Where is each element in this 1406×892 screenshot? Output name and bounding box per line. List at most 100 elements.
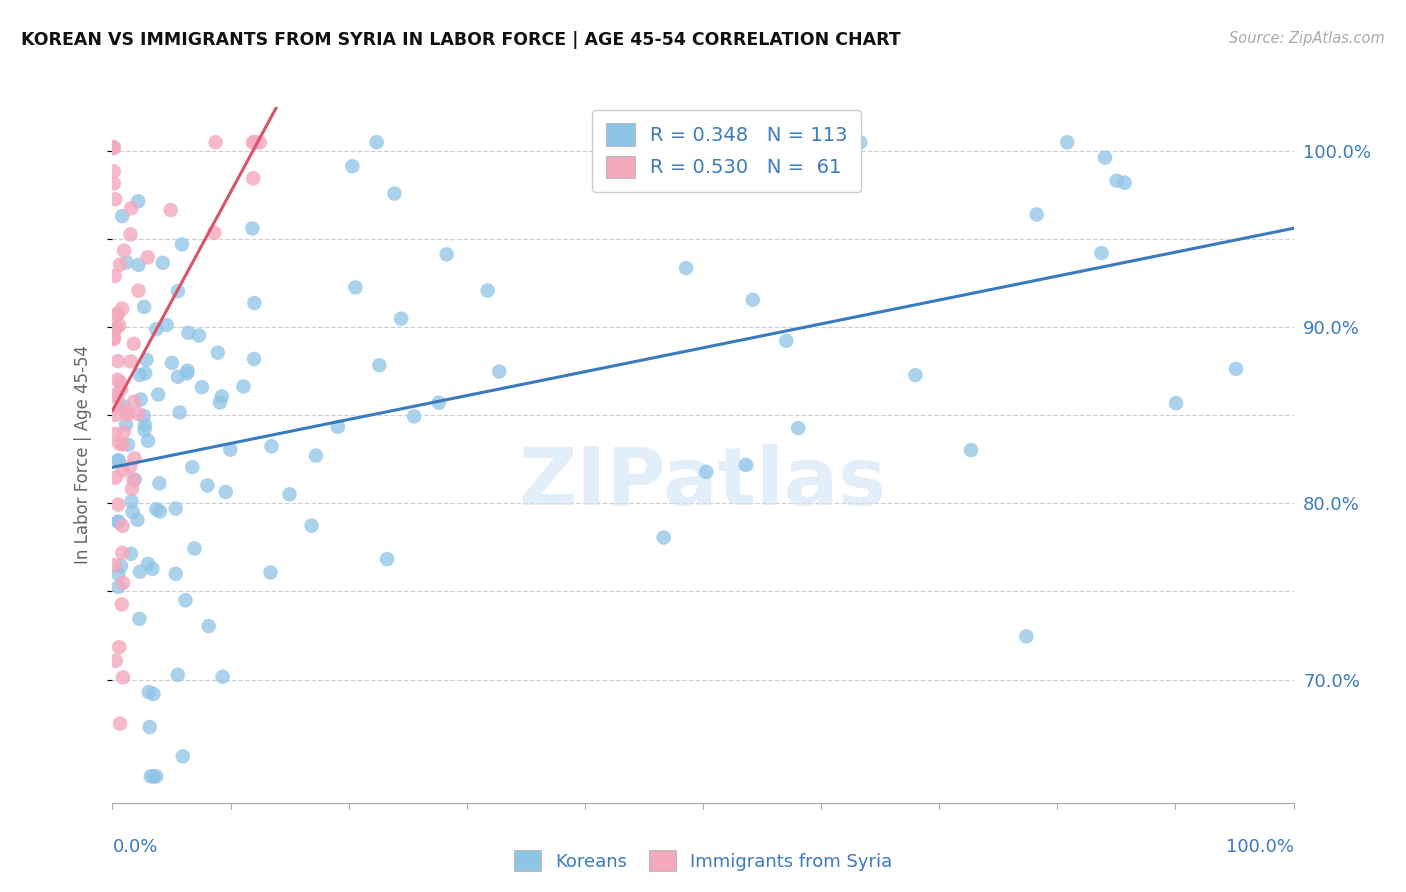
Point xyxy=(108,640,131,655)
Point xyxy=(1225,362,1247,376)
Point xyxy=(107,354,129,368)
Point xyxy=(301,518,323,533)
Text: 0.0%: 0.0% xyxy=(112,838,157,855)
Point xyxy=(197,478,219,492)
Point xyxy=(152,256,174,270)
Point xyxy=(108,716,131,731)
Point xyxy=(232,379,254,393)
Text: Source: ZipAtlas.com: Source: ZipAtlas.com xyxy=(1229,31,1385,46)
Point xyxy=(849,135,872,149)
Point xyxy=(904,368,927,383)
Point xyxy=(128,284,150,298)
Point xyxy=(127,194,149,209)
Point xyxy=(202,226,225,240)
Text: 100.0%: 100.0% xyxy=(1226,838,1294,855)
Point xyxy=(734,458,756,472)
Point xyxy=(170,237,193,252)
Y-axis label: In Labor Force | Age 45-54: In Labor Force | Age 45-54 xyxy=(73,345,91,565)
Point xyxy=(115,255,138,269)
Point xyxy=(177,326,200,340)
Point xyxy=(138,685,160,699)
Point xyxy=(121,494,143,508)
Point xyxy=(104,268,127,283)
Point xyxy=(117,406,139,420)
Point xyxy=(160,356,183,370)
Point xyxy=(389,311,412,326)
Point xyxy=(384,186,406,201)
Point xyxy=(167,369,190,384)
Point xyxy=(124,473,146,487)
Point xyxy=(145,502,167,516)
Point xyxy=(107,306,129,320)
Point xyxy=(172,749,194,764)
Point xyxy=(1025,207,1047,221)
Point xyxy=(111,519,134,533)
Point xyxy=(111,670,134,684)
Point xyxy=(128,258,150,272)
Point xyxy=(1090,246,1112,260)
Point xyxy=(107,580,129,594)
Point xyxy=(122,336,145,351)
Point xyxy=(103,332,125,346)
Point xyxy=(139,769,162,783)
Point xyxy=(165,566,187,581)
Point xyxy=(129,392,152,407)
Point xyxy=(135,352,157,367)
Point xyxy=(111,209,134,223)
Point xyxy=(775,334,797,348)
Point xyxy=(960,443,983,458)
Point xyxy=(107,566,129,581)
Point xyxy=(111,546,134,560)
Point xyxy=(208,395,231,409)
Point xyxy=(167,284,190,298)
Point xyxy=(278,487,301,501)
Point xyxy=(148,476,170,491)
Point xyxy=(652,531,675,545)
Point xyxy=(103,140,125,154)
Point xyxy=(616,155,638,169)
Point xyxy=(366,135,388,149)
Point xyxy=(249,135,271,149)
Point xyxy=(136,434,159,448)
Point xyxy=(107,454,129,468)
Point xyxy=(240,221,263,235)
Point xyxy=(129,565,152,579)
Point xyxy=(107,515,129,529)
Point xyxy=(1105,174,1128,188)
Point xyxy=(215,485,238,500)
Point xyxy=(127,513,149,527)
Point xyxy=(115,408,138,422)
Point xyxy=(159,202,181,217)
Point xyxy=(176,364,198,378)
Point xyxy=(122,473,145,487)
Point xyxy=(174,593,197,607)
Point xyxy=(207,345,229,359)
Point xyxy=(368,358,391,372)
Point xyxy=(305,449,328,463)
Point xyxy=(107,453,129,467)
Point xyxy=(108,318,131,333)
Point xyxy=(145,322,167,336)
Point xyxy=(183,541,205,556)
Point xyxy=(111,598,134,612)
Point xyxy=(122,394,145,409)
Point xyxy=(108,436,131,450)
Point xyxy=(120,459,142,474)
Point xyxy=(219,442,242,457)
Point xyxy=(128,407,150,421)
Point xyxy=(104,387,127,401)
Point xyxy=(404,409,426,424)
Text: ZIPatlas: ZIPatlas xyxy=(519,443,887,522)
Point xyxy=(211,389,233,403)
Point xyxy=(375,552,398,566)
Point xyxy=(242,135,264,149)
Point xyxy=(103,141,125,155)
Point xyxy=(108,258,131,272)
Point xyxy=(104,471,127,485)
Point xyxy=(117,438,139,452)
Point xyxy=(1094,151,1116,165)
Point xyxy=(121,482,143,496)
Point xyxy=(187,328,209,343)
Point xyxy=(136,557,159,571)
Point xyxy=(110,383,132,397)
